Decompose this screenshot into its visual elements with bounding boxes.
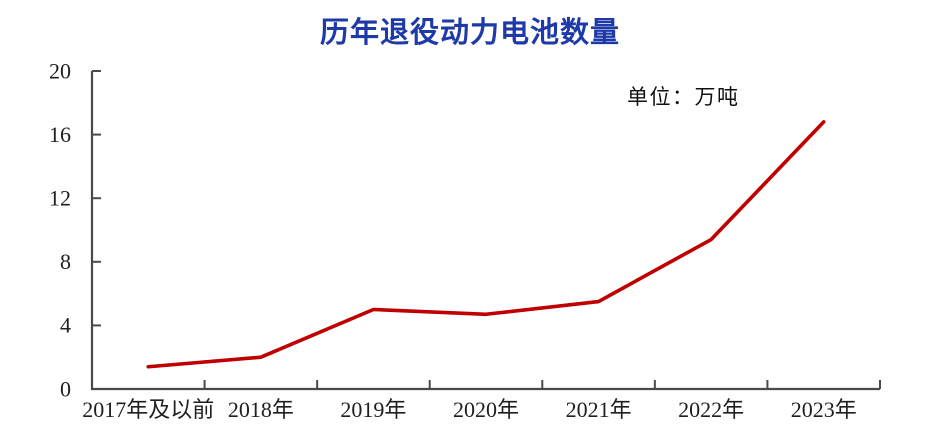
- y-tick-label: 0: [60, 376, 71, 401]
- x-axis-label: 2018年: [228, 397, 294, 422]
- x-axis-label: 2020年: [453, 397, 519, 422]
- axes: [90, 71, 880, 391]
- x-axis-label: 2022年: [678, 397, 744, 422]
- chart-title: 历年退役动力电池数量: [319, 17, 620, 49]
- x-axis-label: 2017年及以前: [82, 397, 214, 422]
- y-tick-label: 12: [49, 185, 71, 210]
- x-axis-label: 2021年: [566, 397, 632, 422]
- y-tick-label: 20: [49, 58, 71, 83]
- y-tick-label: 16: [49, 122, 71, 147]
- y-tick-label: 4: [60, 313, 71, 338]
- x-axis-label: 2023年: [791, 397, 857, 422]
- y-tick-label: 8: [60, 249, 71, 274]
- unit-label: 单位：万吨: [627, 86, 740, 109]
- x-axis-label: 2019年: [340, 397, 406, 422]
- data-line: [146, 120, 826, 369]
